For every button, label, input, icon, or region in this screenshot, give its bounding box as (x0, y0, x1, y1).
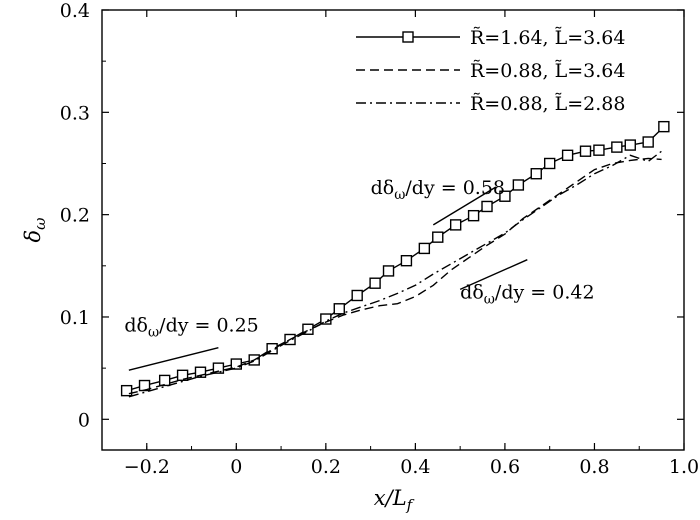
series-line (128, 150, 663, 398)
legend-item: R̃=1.64, L̃=3.64 (356, 27, 625, 49)
data-point (176, 369, 189, 382)
plot-border (101, 9, 685, 451)
data-point (194, 366, 207, 378)
x-tick-label: 0.6 (490, 456, 520, 478)
data-point (530, 168, 542, 180)
y-tick-label: 0.1 (60, 307, 90, 329)
slope-line (128, 346, 219, 371)
data-point (593, 144, 605, 156)
data-point (351, 289, 363, 302)
data-point (499, 190, 511, 202)
data-point (369, 277, 381, 289)
data-point (611, 141, 623, 153)
data-point (382, 265, 395, 277)
series-layer (120, 120, 670, 398)
data-point (212, 362, 225, 374)
data-point (467, 209, 480, 222)
data-point (320, 313, 332, 325)
x-tick-label: 0.4 (400, 456, 430, 478)
y-tick-label: 0.2 (60, 205, 90, 227)
data-point (449, 219, 462, 231)
plot-frame (101, 9, 685, 451)
series-2 (128, 157, 662, 395)
data-point (561, 149, 574, 162)
data-point (543, 157, 556, 170)
y-tick-label: 0 (78, 409, 90, 431)
data-point (158, 374, 171, 387)
legend-marker (402, 31, 414, 43)
data-point (418, 242, 431, 255)
data-point (230, 358, 243, 370)
x-tick-label: 1.0 (669, 456, 699, 478)
legend: R̃=1.64, L̃=3.64 R̃=0.88, L̃=3.64 R̃=0.88,… (356, 27, 625, 115)
data-point (579, 145, 592, 157)
data-point (481, 200, 493, 213)
legend-label: R̃=0.88, L̃=2.88 (470, 93, 625, 115)
x-tick-label: 0 (230, 456, 242, 478)
data-point (120, 384, 133, 397)
data-point (302, 323, 314, 335)
slope-label: dδω/dy = 0.58 (371, 177, 505, 203)
y-axis-title: δω (21, 218, 49, 243)
x-tick-label: 0.2 (311, 456, 341, 478)
series-1 (120, 120, 670, 397)
annotations: dδω/dy = 0.25 dδω/dy = 0.58 dδω/dy = 0.42 (124, 177, 595, 371)
series-line (128, 157, 662, 395)
data-point (658, 120, 670, 133)
slope-label: dδω/dy = 0.25 (124, 314, 258, 340)
data-point (642, 136, 654, 148)
x-tick-label: −0.2 (124, 456, 170, 478)
y-tick-label: 0.4 (60, 0, 90, 22)
data-point (624, 139, 636, 151)
axis-titles: x/Lf δω (21, 218, 415, 514)
x-tick-label: 0.8 (579, 456, 609, 478)
slope-line (459, 259, 528, 290)
legend-label: R̃=1.64, L̃=3.64 (470, 27, 625, 49)
axis-ticks: −0.2 0 0.2 0.4 0.6 0.8 1.0 0 0.1 0.2 0.3 0.4 (60, 0, 699, 478)
series-3 (128, 150, 663, 398)
slope-line (432, 186, 497, 226)
data-point (432, 231, 444, 243)
slope-label: dδω/dy = 0.42 (460, 282, 594, 308)
legend-item: R̃=0.88, L̃=2.88 (356, 93, 625, 115)
data-point (333, 303, 345, 315)
legend-label: R̃=0.88, L̃=3.64 (470, 60, 625, 82)
x-axis-title: x/Lf (374, 486, 415, 514)
data-point (266, 342, 278, 355)
legend-item: R̃=0.88, L̃=3.64 (356, 60, 625, 82)
y-tick-label: 0.3 (60, 102, 90, 124)
data-point (400, 254, 413, 267)
data-point (512, 179, 525, 191)
